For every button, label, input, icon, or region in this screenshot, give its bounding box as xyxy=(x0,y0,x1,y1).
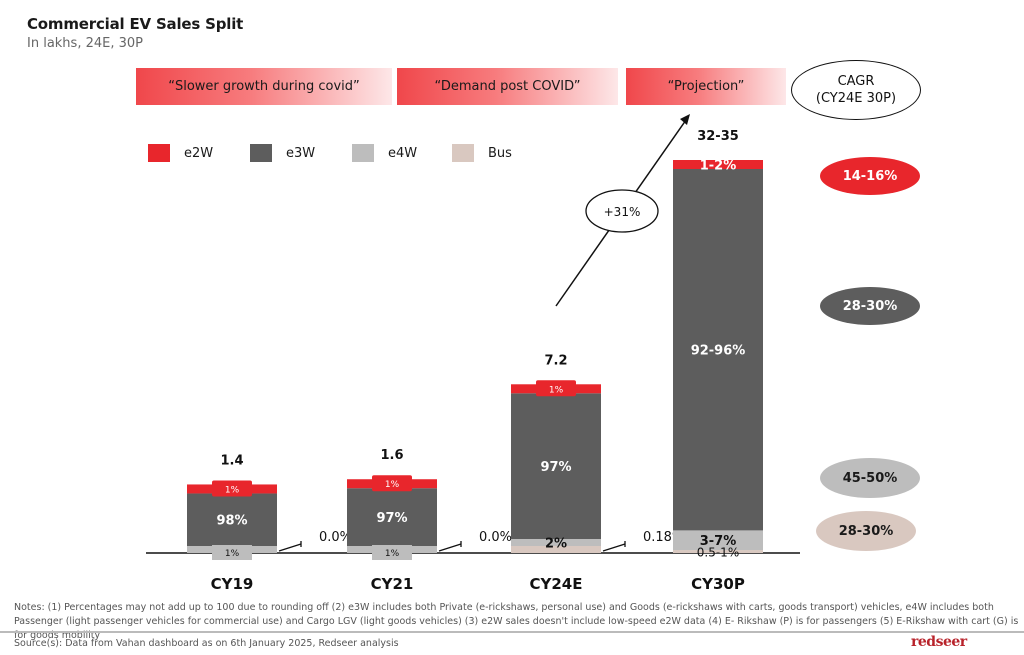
bus-callout-label-cy19: 0.0% xyxy=(319,530,352,545)
bar-segment-e3w-cy19 xyxy=(187,493,277,546)
segment-label-e3w-cy30p: 92-96% xyxy=(691,344,746,359)
segment-tab-e4w-cy21 xyxy=(372,545,412,560)
segment-label-e3w-cy19: 98% xyxy=(216,514,247,529)
banner-post-covid: “Demand post COVID” xyxy=(397,68,618,105)
stacked-bar-chart: 1% 98% 1% 1.4 CY19 0.0% 1% 97% 1% 1.6 CY21 0.0% 2% 97… xyxy=(146,114,800,593)
legend-item-bus: Bus xyxy=(452,144,512,162)
legend-item-e3w: e3W xyxy=(250,144,315,162)
cagr-pill-e2w: 14-16% xyxy=(820,157,920,195)
legend-swatch-e4w xyxy=(352,144,374,162)
source-text: Source(s): Data from Vahan dashboard as … xyxy=(14,638,399,649)
total-label-cy19: 1.4 xyxy=(220,453,243,468)
legend-item-e2w: e2W xyxy=(148,144,213,162)
bar-segment-e3w-cy21 xyxy=(347,488,437,546)
segment-tab-e4w-cy19 xyxy=(212,545,252,560)
chart-subtitle: In lakhs, 24E, 30P xyxy=(27,36,143,51)
segment-tab-e2w-cy21 xyxy=(372,475,412,492)
cagr-header-line2: (CY24E 30P) xyxy=(815,91,897,106)
category-label-cy30p: CY30P xyxy=(691,575,745,593)
footer-divider xyxy=(0,631,1024,633)
total-label-cy24e: 7.2 xyxy=(544,353,567,368)
segment-label-e3w-cy21: 97% xyxy=(376,511,407,526)
banner-covid: “Slower growth during covid” xyxy=(136,68,392,105)
legend-swatch-bus xyxy=(452,144,474,162)
segment-tab-e2w-cy24e xyxy=(536,380,576,397)
category-label-cy21: CY21 xyxy=(371,575,414,593)
category-label-cy24e: CY24E xyxy=(530,575,583,593)
legend-label-bus: Bus xyxy=(488,145,512,161)
legend-label-e2w: e2W xyxy=(184,145,214,161)
segment-label-e4w-cy21: 1% xyxy=(385,549,400,559)
segment-label-e2w-cy21: 1% xyxy=(385,480,400,490)
bar-segment-e4w-cy30p xyxy=(673,530,763,551)
bus-callout-line-cy19 xyxy=(278,543,302,552)
segment-label-e2w-cy24e: 1% xyxy=(549,385,564,395)
cagr-pill-e4w: 45-50% xyxy=(820,458,920,498)
legend-item-e4w: e4W xyxy=(352,144,417,162)
bus-callout-line-cy21 xyxy=(438,543,462,552)
segment-label-e3w-cy24e: 97% xyxy=(540,460,571,475)
cagr-header-line1: CAGR xyxy=(837,74,875,89)
bar-segment-e3w-cy30p xyxy=(673,169,763,531)
growth-annotation-label: +31% xyxy=(604,205,641,219)
legend-label-e3w: e3W xyxy=(286,145,316,161)
legend-swatch-e2w xyxy=(148,144,170,162)
segment-tab-e2w-cy19 xyxy=(212,480,252,497)
bar-segment-e4w-cy24e xyxy=(511,539,601,546)
footnotes: Notes: (1) Percentages may not add up to… xyxy=(14,602,1019,641)
segment-label-e4w-cy24e: 2% xyxy=(545,537,567,552)
bus-callout-line-cy24e xyxy=(602,543,626,552)
banner-projection: “Projection” xyxy=(626,68,786,105)
bar-segment-e2w-cy30p xyxy=(673,160,763,169)
legend-label-e4w: e4W xyxy=(388,145,418,161)
bar-segment-e3w-cy24e xyxy=(511,393,601,539)
bus-callout-label-cy21: 0.0% xyxy=(479,530,512,545)
total-label-cy21: 1.6 xyxy=(380,448,403,463)
cagr-pill-e3w: 28-30% xyxy=(820,287,920,325)
growth-annotation-ellipse xyxy=(585,189,659,233)
legend-swatch-e3w xyxy=(250,144,272,162)
total-label-cy30p: 32-35 xyxy=(697,129,739,144)
category-label-cy19: CY19 xyxy=(211,575,254,593)
redseer-logo: redseer xyxy=(911,634,967,650)
growth-arrow-head xyxy=(680,114,690,125)
cagr-pill-bus: 28-30% xyxy=(816,511,916,551)
cagr-header: CAGR (CY24E 30P) xyxy=(791,60,921,120)
segment-label-e2w-cy19: 1% xyxy=(225,485,240,495)
segment-label-e2w-cy30p: 1-2% xyxy=(700,159,737,174)
bar-segment-bus-cy24e xyxy=(511,546,601,553)
segment-label-e4w-cy30p: 3-7% xyxy=(700,534,737,549)
segment-label-e4w-cy19: 1% xyxy=(225,549,240,559)
segment-label-bus-cy30p: 0.5-1% xyxy=(697,546,739,560)
chart-title: Commercial EV Sales Split xyxy=(27,15,244,33)
bar-segment-bus-cy30p xyxy=(673,550,763,553)
